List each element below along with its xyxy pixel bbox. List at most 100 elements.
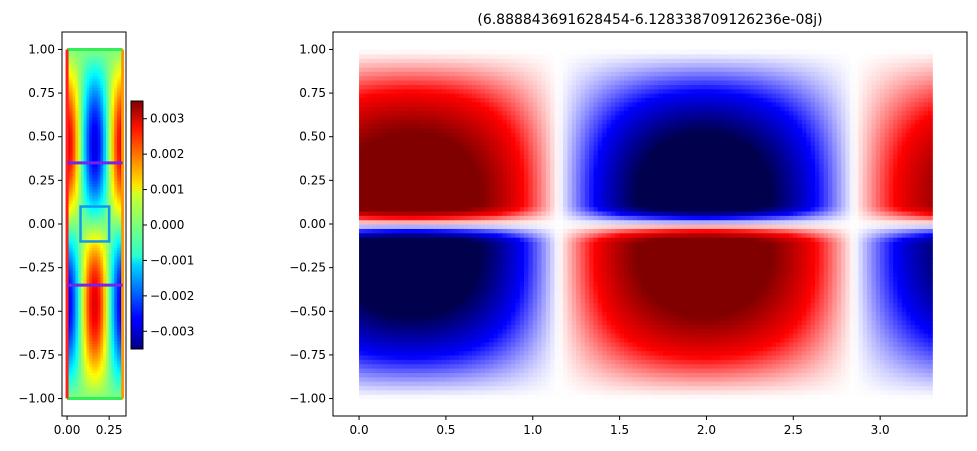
heatmap-cell — [100, 174, 104, 179]
heatmap-cell — [69, 186, 74, 190]
heatmap-cell — [78, 325, 82, 330]
heatmap-cell — [108, 84, 113, 88]
heatmap-cell — [424, 193, 430, 199]
heatmap-cell — [86, 293, 90, 298]
heatmap-cell — [484, 311, 490, 317]
heatmap-cell — [97, 221, 101, 225]
heatmap-cell — [489, 202, 495, 208]
heatmap-cell — [80, 84, 85, 88]
heatmap-cell — [441, 106, 447, 112]
heatmap-cell — [75, 96, 79, 100]
heatmap-cell — [363, 381, 369, 387]
heatmap-cell — [105, 232, 110, 237]
heatmap-cell — [476, 110, 482, 116]
heatmap-cell — [75, 238, 79, 243]
heatmap-cell — [458, 219, 464, 225]
heatmap-cell — [69, 279, 74, 283]
heatmap-cell — [67, 299, 71, 304]
heatmap-cell — [108, 244, 113, 248]
heatmap-cell — [489, 237, 495, 243]
heatmap-cell — [94, 302, 99, 307]
heatmap-cell — [89, 235, 93, 240]
heatmap-cell — [458, 280, 464, 286]
heatmap-cell — [471, 162, 477, 168]
heatmap-cell — [108, 256, 113, 260]
heatmap-cell — [108, 171, 113, 176]
heatmap-cell — [75, 90, 79, 94]
heatmap-cell — [89, 133, 93, 138]
heatmap-cell — [424, 368, 430, 373]
heatmap-cell — [80, 369, 85, 373]
heatmap-cell — [117, 69, 121, 74]
heatmap-cell — [432, 128, 438, 133]
heatmap-cell — [367, 258, 373, 264]
heatmap-cell — [450, 197, 456, 203]
heatmap-cell — [103, 157, 107, 161]
heatmap-cell — [92, 125, 96, 129]
heatmap-cell — [372, 289, 378, 295]
heatmap-cell — [67, 221, 71, 225]
heatmap-cell — [105, 58, 110, 62]
heatmap-cell — [117, 366, 121, 371]
heatmap-cell — [114, 357, 118, 362]
heatmap-cell — [67, 357, 71, 362]
heatmap-cell — [367, 285, 373, 291]
heatmap-cell — [80, 145, 85, 149]
heatmap-cell — [80, 197, 85, 202]
heatmap-cell — [463, 354, 469, 360]
heatmap-cell — [117, 168, 121, 173]
heatmap-cell — [114, 366, 118, 371]
heatmap-cell — [89, 209, 93, 213]
heatmap-cell — [117, 357, 121, 362]
heatmap-cell — [80, 189, 85, 193]
heatmap-cell — [105, 317, 110, 321]
heatmap-cell — [78, 192, 82, 196]
heatmap-cell — [415, 306, 421, 312]
heatmap-cell — [92, 157, 96, 161]
heatmap-cell — [105, 296, 110, 301]
heatmap-cell — [367, 232, 373, 238]
heatmap-cell — [69, 151, 74, 155]
heatmap-cell — [69, 352, 74, 356]
heatmap-cell — [441, 189, 447, 195]
heatmap-cell — [476, 101, 482, 107]
heatmap-cell — [432, 267, 438, 273]
heatmap-cell — [411, 197, 417, 203]
heatmap-cell — [393, 97, 399, 103]
heatmap-cell — [78, 302, 82, 307]
heatmap-cell — [372, 346, 378, 352]
heatmap-cell — [380, 363, 386, 369]
heatmap-cell — [432, 167, 438, 173]
heatmap-cell — [108, 125, 113, 129]
heatmap-cell — [114, 64, 118, 68]
heatmap-cell — [367, 123, 373, 129]
heatmap-cell — [450, 206, 456, 212]
heatmap-cell — [89, 296, 93, 301]
heatmap-cell — [108, 320, 113, 324]
heatmap-cell — [89, 346, 93, 350]
heatmap-cell — [389, 280, 395, 286]
heatmap-cell — [463, 167, 469, 173]
heatmap-cell — [83, 113, 88, 117]
heatmap-cell — [89, 256, 93, 260]
heatmap-cell — [89, 366, 93, 371]
heatmap-cell — [393, 350, 399, 356]
heatmap-cell — [428, 176, 434, 181]
heatmap-cell — [80, 296, 85, 301]
heatmap-cell — [114, 87, 118, 91]
heatmap-cell — [75, 322, 79, 327]
heatmap-cell — [363, 132, 369, 138]
heatmap-cell — [80, 270, 85, 275]
heatmap-cell — [402, 258, 408, 264]
heatmap-cell — [103, 325, 107, 330]
heatmap-cell — [493, 145, 499, 151]
heatmap-cell — [108, 261, 113, 266]
heatmap-cell — [111, 288, 115, 292]
heatmap-cell — [398, 320, 404, 325]
heatmap-cell — [359, 272, 364, 277]
heatmap-cell — [376, 381, 382, 387]
heatmap-cell — [471, 71, 477, 77]
heatmap-cell — [471, 128, 477, 133]
heatmap-cell — [117, 122, 121, 126]
heatmap-cell — [415, 202, 421, 208]
